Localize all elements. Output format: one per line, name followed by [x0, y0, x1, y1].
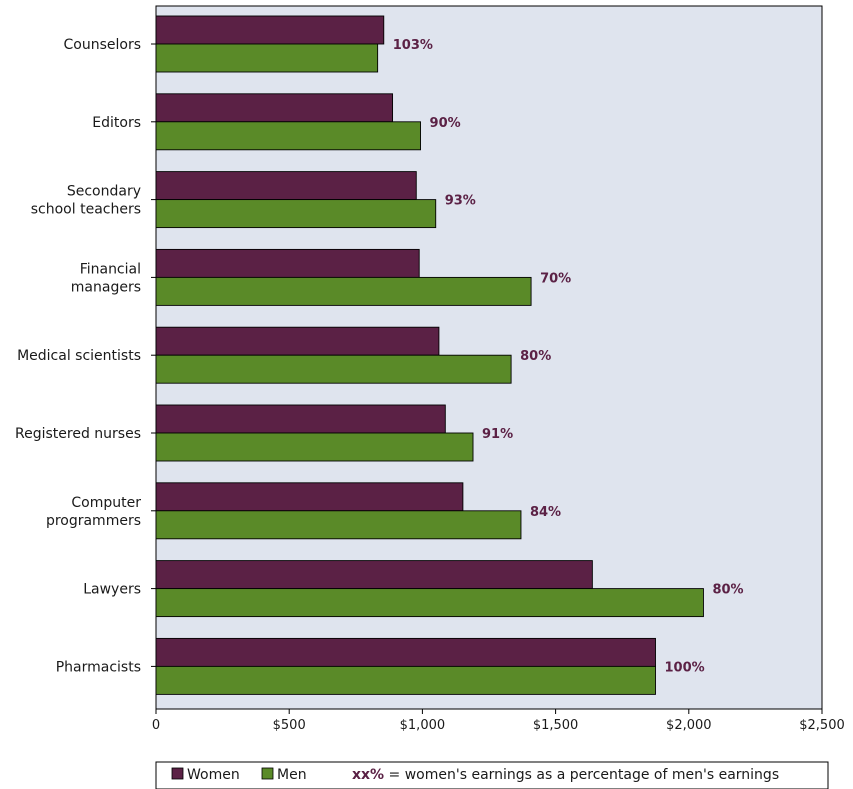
category-label-line: Financial [80, 261, 141, 277]
legend-men-swatch [261, 767, 274, 780]
ratio-label-3: 70% [540, 271, 571, 286]
legend-women-swatch [171, 767, 184, 780]
ratio-label-8: 100% [665, 660, 705, 675]
ratio-label-7: 80% [712, 583, 743, 598]
x-tick-label-4: $2,000 [666, 718, 712, 733]
legend-note: xx% = women's earnings as a percentage o… [352, 767, 779, 783]
category-label-line: Editors [92, 115, 141, 131]
category-label-4: Medical scientists [17, 348, 141, 364]
bar-women-2 [155, 171, 417, 201]
bar-women-5 [155, 404, 446, 434]
legend: Women Men xx% = women's earnings as a pe… [155, 761, 829, 789]
bar-men-7 [155, 588, 704, 618]
category-labels: Counselors Editors Secondary school teacher… [15, 37, 141, 675]
x-axis: 0 $500 $1,000 $1,500 $2,000 $2,500 [151, 43, 845, 733]
category-label-line: Pharmacists [56, 659, 141, 675]
bar-women-6 [155, 482, 464, 512]
percentage-labels: 103% 90% 93% 70% 80% 91% 84% 80% 100% [393, 38, 744, 675]
ratio-label-0: 103% [393, 38, 433, 53]
bars [155, 15, 704, 695]
bar-men-4 [155, 354, 512, 384]
category-label-8: Pharmacists [56, 659, 141, 675]
ratio-label-4: 80% [520, 349, 551, 364]
bar-men-2 [155, 199, 437, 229]
legend-women-label: Women [187, 767, 240, 783]
ratio-label-1: 90% [430, 116, 461, 131]
category-label-line: school teachers [31, 202, 141, 218]
bar-women-7 [155, 560, 593, 590]
bar-men-1 [155, 121, 421, 151]
bar-women-4 [155, 326, 440, 356]
bar-women-3 [155, 248, 420, 278]
category-label-line: managers [71, 279, 141, 295]
category-label-0: Counselors [64, 37, 142, 53]
bar-men-3 [155, 276, 532, 306]
category-label-7: Lawyers [83, 582, 141, 598]
category-label-line: Counselors [64, 37, 142, 53]
category-label-line: Computer [71, 495, 141, 511]
legend-note-key: xx% [352, 767, 384, 783]
ratio-label-6: 84% [530, 505, 561, 520]
bar-men-5 [155, 432, 474, 462]
category-label-1: Editors [92, 115, 141, 131]
x-tick-label-0: 0 [152, 718, 160, 733]
ratio-label-2: 93% [445, 194, 476, 209]
category-label-line: Medical scientists [17, 348, 141, 364]
bar-men-6 [155, 510, 522, 540]
legend-men-label: Men [277, 767, 307, 783]
bar-men-0 [155, 43, 379, 73]
bar-men-8 [155, 665, 656, 695]
x-tick-label-1: $500 [273, 718, 306, 733]
x-tick-label-5: $2,500 [799, 718, 845, 733]
legend-note-text: = women's earnings as a percentage of me… [384, 767, 779, 783]
ratio-label-5: 91% [482, 427, 513, 442]
category-label-6: Computer programmers [46, 495, 141, 529]
category-label-line: Secondary [67, 184, 141, 200]
bar-women-8 [155, 637, 656, 667]
bar-women-1 [155, 93, 394, 123]
category-label-line: programmers [46, 513, 141, 529]
category-label-line: Registered nurses [15, 426, 141, 442]
x-tick-label-3: $1,500 [533, 718, 579, 733]
bar-women-0 [155, 15, 385, 45]
category-label-2: Secondary school teachers [31, 184, 141, 218]
category-label-5: Registered nurses [15, 426, 141, 442]
category-label-line: Lawyers [83, 582, 141, 598]
x-tick-label-2: $1,000 [400, 718, 446, 733]
category-label-3: Financial managers [71, 261, 141, 295]
